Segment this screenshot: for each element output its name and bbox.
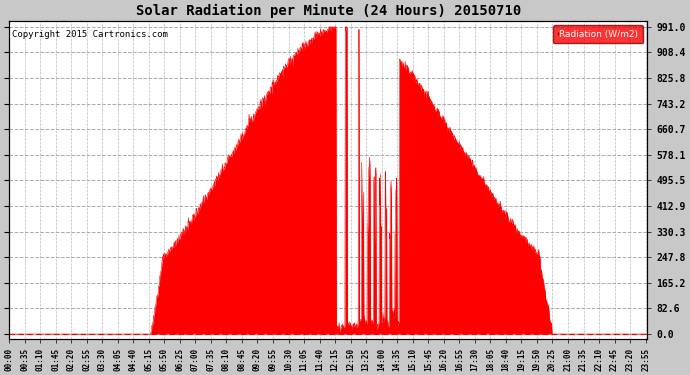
Text: Copyright 2015 Cartronics.com: Copyright 2015 Cartronics.com [12, 30, 168, 39]
Title: Solar Radiation per Minute (24 Hours) 20150710: Solar Radiation per Minute (24 Hours) 20… [136, 4, 521, 18]
Legend: Radiation (W/m2): Radiation (W/m2) [553, 26, 643, 44]
